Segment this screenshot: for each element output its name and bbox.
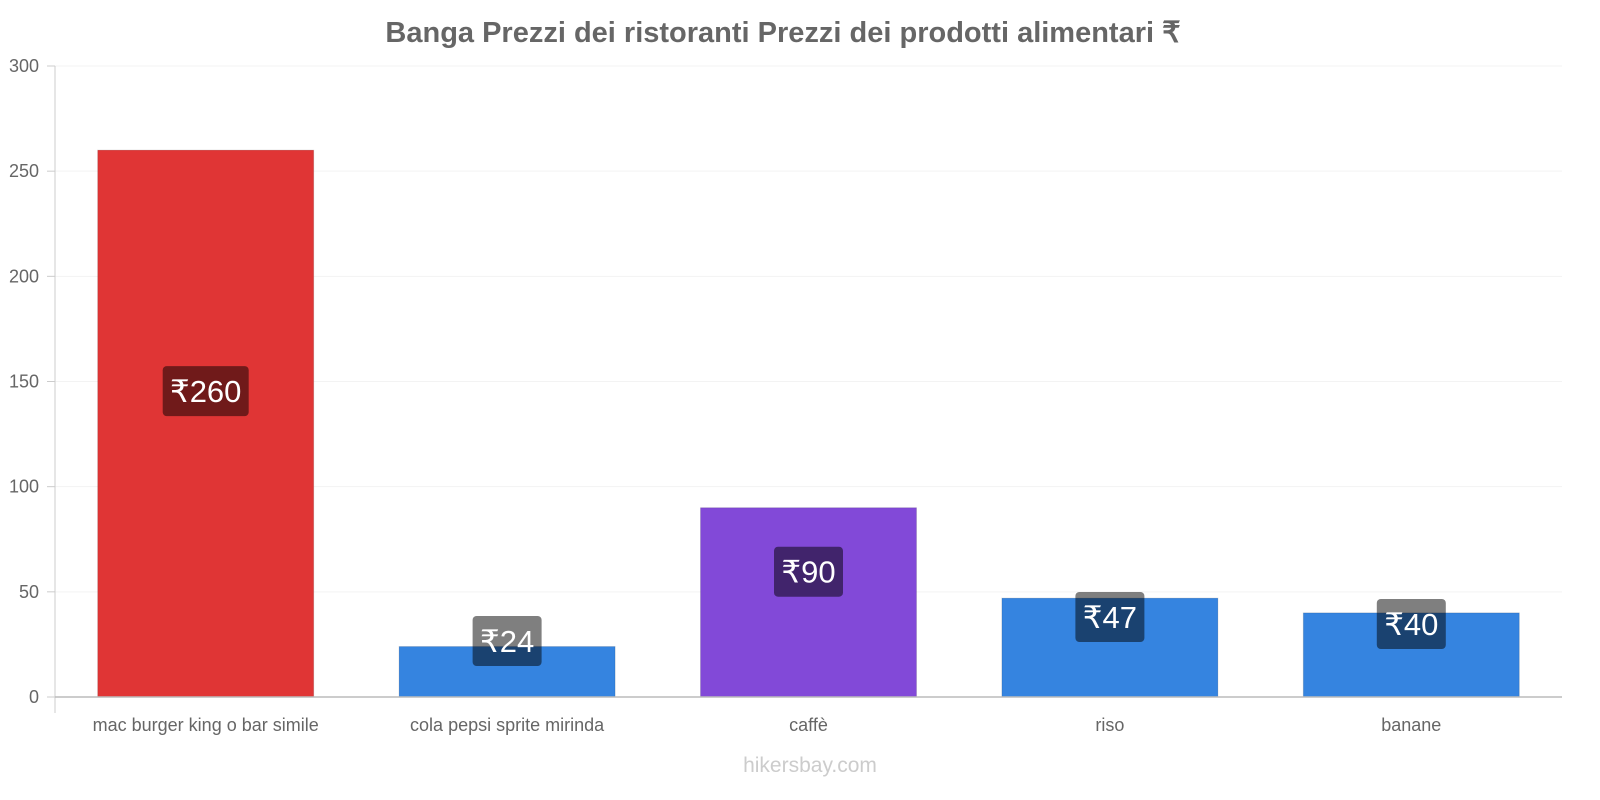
value-label: ₹24 [480,624,534,659]
bar [97,149,315,698]
y-tick-label: 100 [9,477,39,497]
y-tick-label: 300 [9,56,39,76]
value-label-box [162,366,249,417]
value-label: ₹47 [1083,600,1137,635]
y-tick-label: 0 [29,687,39,707]
x-tick-label: caffè [789,715,828,735]
value-label-box [472,616,542,666]
y-tick-label: 50 [19,582,39,602]
chart-title: Banga Prezzi dei ristoranti Prezzi dei p… [385,17,1180,49]
bar [700,507,917,698]
value-label: ₹90 [781,555,835,590]
y-tick-label: 250 [9,161,39,181]
value-label-box [1376,599,1446,649]
x-tick-label: riso [1095,715,1124,735]
value-label-box [774,546,843,597]
value-label: ₹260 [170,374,241,409]
watermark: hikersbay.com [743,754,877,777]
y-tick-label: 150 [9,372,39,392]
value-label: ₹40 [1384,607,1438,642]
value-label-box [1075,592,1145,642]
x-tick-label: mac burger king o bar simile [93,715,319,735]
x-tick-label: banane [1381,715,1441,735]
y-tick-label: 200 [9,266,39,286]
x-tick-label: cola pepsi sprite mirinda [410,715,605,735]
